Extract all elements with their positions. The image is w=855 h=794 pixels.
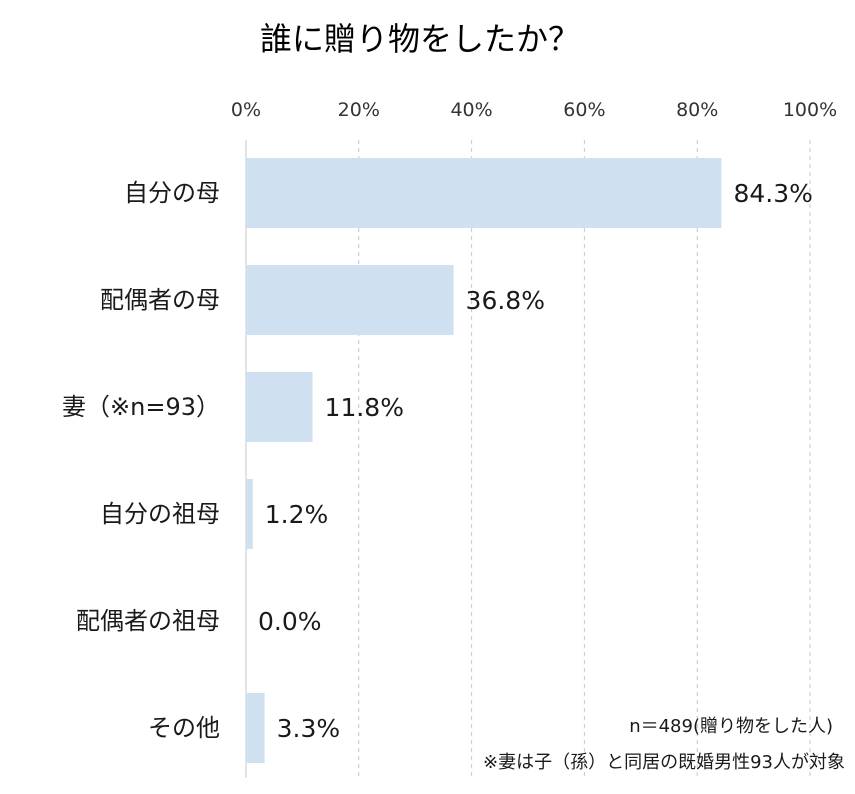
bar <box>246 158 722 228</box>
category-label: 妻（※n=93） <box>62 393 220 421</box>
category-label: 配偶者の母 <box>100 286 220 314</box>
x-tick-label: 60% <box>563 99 605 121</box>
x-axis-ticks: 0% 20% 40% 60% 80% 100% <box>231 99 837 121</box>
bar <box>246 693 265 763</box>
bar <box>246 479 253 549</box>
value-label: 84.3% <box>733 179 812 208</box>
category-label: 配偶者の祖母 <box>76 607 220 635</box>
grid-lines <box>245 140 811 778</box>
bar <box>246 372 313 442</box>
value-label: 3.3% <box>277 714 341 743</box>
value-label: 36.8% <box>466 286 545 315</box>
x-tick-label: 40% <box>450 99 492 121</box>
category-label: その他 <box>148 714 220 742</box>
value-label: 0.0% <box>258 607 322 636</box>
category-label: 自分の祖母 <box>100 500 220 528</box>
category-label: 自分の母 <box>124 179 220 207</box>
sample-size-note: n＝489(贈り物をした人) <box>629 716 833 737</box>
x-tick-label: 80% <box>676 99 718 121</box>
value-label: 11.8% <box>325 393 404 422</box>
value-label: 1.2% <box>265 500 329 529</box>
x-tick-label: 0% <box>231 99 261 121</box>
chart-title: 誰に贈り物をしたか？ <box>260 20 580 58</box>
value-labels: 84.3% 36.8% 11.8% 1.2% 0.0% 3.3% <box>258 179 813 743</box>
bars <box>246 158 722 763</box>
x-tick-label: 100% <box>783 99 837 121</box>
x-tick-label: 20% <box>338 99 380 121</box>
bar <box>246 265 454 335</box>
target-note: ※妻は子（孫）と同居の既婚男性93人が対象 <box>483 752 845 773</box>
